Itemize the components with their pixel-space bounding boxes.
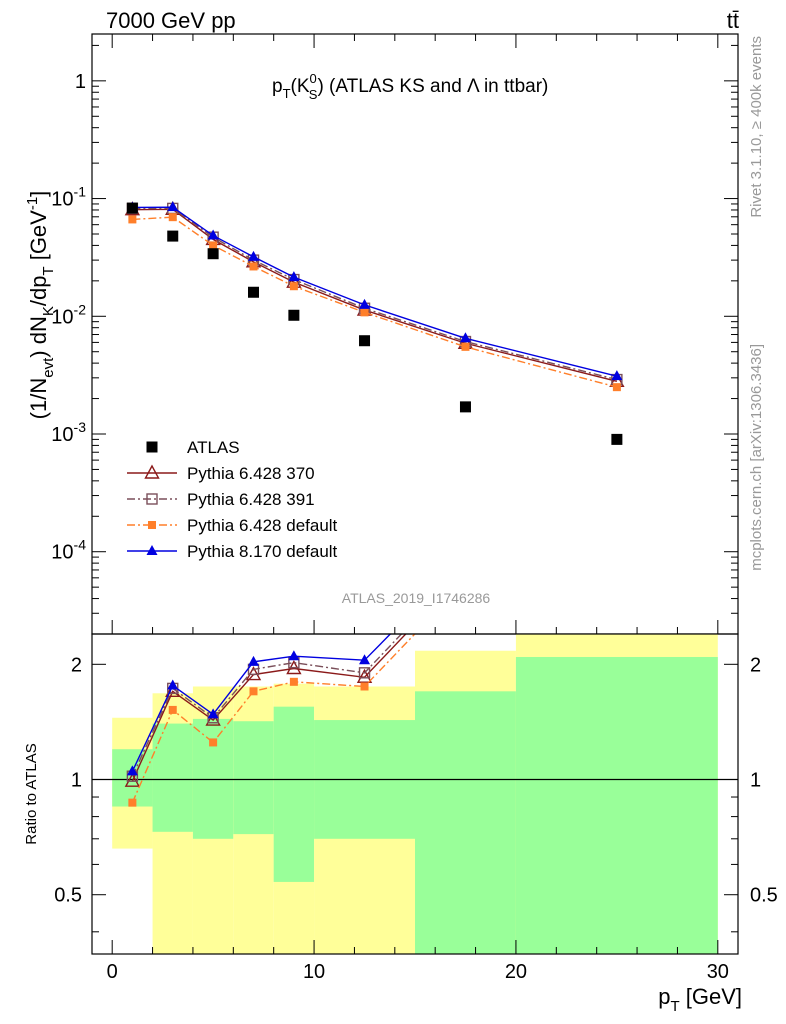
ratio-data-point <box>207 708 219 719</box>
main-data-point <box>612 383 621 392</box>
ratio-inner-band <box>112 749 153 807</box>
atlas-data-point <box>359 335 371 347</box>
atlas-data-point <box>248 286 259 298</box>
main-axis-ticks: 1 10-1 10-2 10-3 10-4 <box>51 34 738 635</box>
ratio-y-tick-label: 2 <box>71 654 82 676</box>
ratio-inner-band <box>273 706 315 882</box>
main-series-line <box>132 207 618 381</box>
legend-marker <box>144 464 160 479</box>
main-data-point <box>249 262 258 271</box>
ratio-plot-border <box>91 633 739 955</box>
x-tick-label: 30 <box>707 961 729 983</box>
ratio-data-point <box>356 668 373 683</box>
atlas-data-point <box>167 230 179 242</box>
ratio-data-point <box>358 667 371 679</box>
ratio-y-tick-label-right: 1 <box>750 770 761 792</box>
ratio-y-tick-label-right: 2 <box>750 654 761 676</box>
process-label: tt̄ <box>727 8 739 33</box>
analysis-tag: ATLAS_2019_I1746286 <box>342 590 491 606</box>
main-data-point <box>359 298 371 309</box>
atlas-data-point <box>459 401 471 413</box>
ratio-uncertainty-bands <box>92 634 738 954</box>
ratio-data-point <box>360 682 369 691</box>
main-data-point <box>167 201 179 212</box>
main-y-tick-label: 1 <box>75 71 86 93</box>
main-plot-frame <box>92 34 738 634</box>
atlas-data-point <box>126 202 138 214</box>
legend-label: Pythia 6.428 391 <box>187 490 315 509</box>
x-tick-label: 20 <box>505 961 527 983</box>
legend-label: Pythia 8.170 default <box>187 542 338 561</box>
main-series-line <box>132 216 618 388</box>
ratio-inner-band <box>415 691 516 954</box>
main-data-point <box>360 308 369 317</box>
ratio-data-point <box>167 679 179 690</box>
mcplots-reference-label: mcplots.cern.ch [arXiv:1306.3436] <box>748 344 765 571</box>
ratio-series-group <box>124 634 416 807</box>
main-series-line <box>132 206 618 377</box>
main-y-tick-label: 10-1 <box>51 184 86 211</box>
ratio-y-tick-label: 0.5 <box>54 885 82 907</box>
main-data-point <box>168 213 177 222</box>
x-tick-label: 10 <box>303 961 325 983</box>
main-data-point <box>207 229 219 240</box>
atlas-data-point <box>288 309 300 321</box>
main-y-tick-label: 10-3 <box>51 419 86 446</box>
ratio-y-tick-label-right: 0.5 <box>750 885 778 907</box>
atlas-data-point <box>207 248 219 260</box>
ratio-data-point <box>205 711 221 726</box>
rivet-version-label: Rivet 3.1.10, ≥ 400k events <box>748 36 765 218</box>
ratio-data-point <box>128 798 137 807</box>
ratio-data-point <box>209 738 218 747</box>
x-tick-label: 0 <box>107 961 118 983</box>
main-y-tick-label: 10-2 <box>51 301 86 328</box>
ratio-data-point <box>248 655 259 666</box>
legend-marker <box>146 545 158 555</box>
ratio-series-line <box>131 634 403 777</box>
ratio-series-line <box>131 634 392 772</box>
main-series-group <box>124 200 625 445</box>
plot-title: pT(K0 S) (ATLAS KS and Λ in ttbar) <box>272 71 548 102</box>
main-data-point <box>461 342 470 351</box>
legend-marker <box>148 521 156 529</box>
ratio-data-point <box>249 687 258 696</box>
atlas-data-point <box>611 433 623 445</box>
ratio-inner-band <box>192 718 234 839</box>
legend-marker <box>146 493 158 505</box>
main-y-tick-label: 10-4 <box>51 537 86 564</box>
ratio-data-point <box>289 677 298 686</box>
legend-marker <box>146 441 158 453</box>
ratio-data-point <box>126 765 138 776</box>
main-data-point <box>128 215 137 224</box>
ratio-data-point <box>288 650 300 661</box>
y-axis-title: (1/Nevt) dNK/dpT [GeV-1] <box>24 191 57 420</box>
main-data-point <box>611 370 623 381</box>
ratio-axis-ticks: 2 2 1 1 0.5 0.5 0 10 20 30 <box>54 654 778 983</box>
main-data-point <box>209 241 218 250</box>
legend-label: Pythia 6.428 370 <box>187 464 315 483</box>
legend: ATLAS Pythia 6.428 370 Pythia 6.428 391 Pyt… <box>127 438 338 561</box>
ratio-panel: 2 2 1 1 0.5 0.5 0 10 20 30 Ratio to ATLAS pT [GeV… <box>23 633 778 1015</box>
ratio-series-clipped <box>124 634 416 807</box>
x-axis-title: pT [GeV] <box>658 984 742 1015</box>
main-data-point <box>459 332 471 343</box>
legend-label: Pythia 6.428 default <box>187 516 338 535</box>
ratio-data-point <box>124 772 141 787</box>
ratio-data-point <box>168 705 177 714</box>
ratio-inner-band <box>152 723 193 832</box>
beam-energy-label: 7000 GeV pp <box>106 8 236 33</box>
main-data-point <box>289 282 298 291</box>
legend-label: ATLAS <box>187 438 240 457</box>
ratio-data-point <box>359 654 371 665</box>
main-data-point <box>248 250 259 261</box>
ratio-inner-band <box>233 721 274 835</box>
main-panel: pT(K0 S) (ATLAS KS and Λ in ttbar) (1/Nev… <box>24 33 739 635</box>
main-data-point <box>288 271 300 282</box>
ratio-inner-band <box>515 656 718 954</box>
ratio-y-tick-label: 1 <box>71 770 82 792</box>
ratio-y-axis-title: Ratio to ATLAS <box>23 743 40 844</box>
